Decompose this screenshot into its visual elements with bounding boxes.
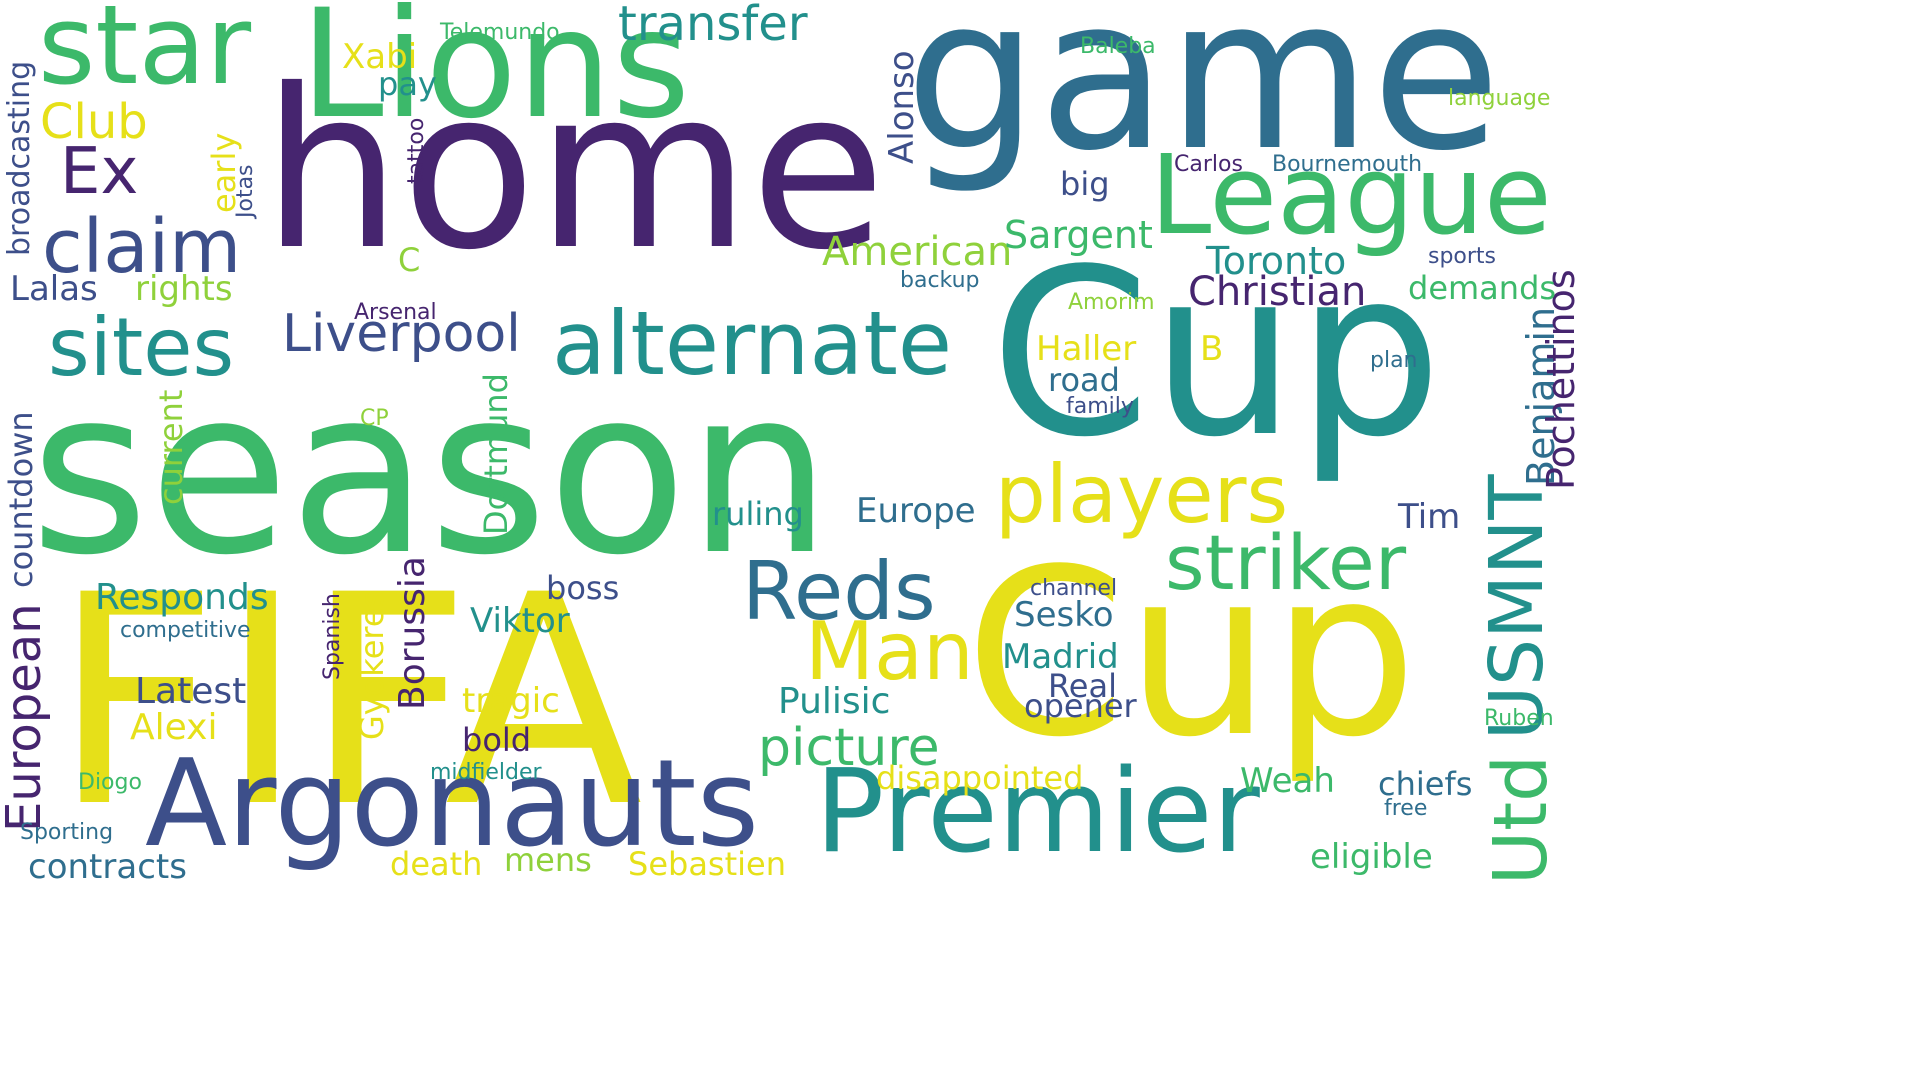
word: Alonso <box>882 50 922 164</box>
word: European <box>0 603 52 832</box>
word: Viktor <box>470 601 570 641</box>
word: midfielder <box>430 760 542 785</box>
word: Borussia <box>392 556 433 710</box>
word: Reds <box>742 545 936 638</box>
word: big <box>1060 165 1110 203</box>
word: B <box>1200 329 1224 369</box>
word: countdown <box>2 411 40 588</box>
word: Tim <box>1398 497 1461 537</box>
word: Haller <box>1036 329 1137 369</box>
word: opener <box>1024 687 1137 725</box>
word: Sargent <box>1004 213 1153 257</box>
word: chiefs <box>1378 765 1473 803</box>
word: Real <box>1048 667 1117 705</box>
word: CP <box>360 406 389 431</box>
word: death <box>390 845 483 883</box>
word: boss <box>546 569 620 607</box>
word: game <box>905 0 1501 197</box>
word: tattoo <box>404 117 429 184</box>
word: Pulisic <box>778 681 891 722</box>
word: current <box>152 389 190 505</box>
word: Liverpool <box>282 304 521 364</box>
word: picture <box>758 718 940 778</box>
word: Sesko <box>1014 595 1114 635</box>
word: Bournemouth <box>1272 152 1423 177</box>
word: Responds <box>95 577 269 618</box>
word: Europe <box>856 491 976 531</box>
word: Ex <box>60 135 139 209</box>
word: Spanish <box>320 593 345 680</box>
word: ruling <box>712 495 804 533</box>
word: bold <box>462 721 532 759</box>
word: Diogo <box>78 770 142 795</box>
word: free <box>1384 796 1428 821</box>
word: Arsenal <box>354 300 437 325</box>
word: Argonauts <box>145 735 760 874</box>
word: competitive <box>120 618 251 643</box>
word: Baleba <box>1080 34 1156 59</box>
word: transfer <box>618 0 808 52</box>
word: sports <box>1428 244 1497 269</box>
word: plan <box>1370 348 1418 373</box>
word: sites <box>48 301 235 394</box>
word: eligible <box>1310 837 1433 877</box>
word: Latest <box>135 671 247 712</box>
word: Club <box>40 94 148 150</box>
word: Weah <box>1240 761 1335 801</box>
word: Sporting <box>20 820 114 845</box>
word: C <box>398 241 421 279</box>
word: Toronto <box>1206 239 1347 283</box>
word: disappointed <box>876 759 1084 797</box>
word: pay <box>378 65 437 103</box>
word: Cup <box>990 221 1443 488</box>
word: Amorim <box>1068 290 1155 315</box>
word: Madrid <box>1002 637 1119 677</box>
word: Lions <box>300 0 691 152</box>
word: Jotas <box>233 164 258 218</box>
word: alternate <box>552 292 952 395</box>
word: Carlos <box>1174 152 1243 177</box>
word: Xabi <box>342 37 418 77</box>
word: mens <box>504 841 592 879</box>
word: language <box>1448 86 1551 111</box>
word: Ruben <box>1484 706 1554 731</box>
word: USMNT <box>1474 474 1560 740</box>
word: players <box>995 448 1289 541</box>
word: broadcasting <box>2 60 37 256</box>
word: home <box>262 42 886 298</box>
word: Christian <box>1188 269 1367 315</box>
word: American <box>822 229 1013 275</box>
word: Man <box>805 605 974 698</box>
word: demands <box>1408 269 1557 307</box>
word: Gyokeres <box>353 590 391 740</box>
word: Lalas <box>10 269 98 309</box>
word: family <box>1066 394 1134 419</box>
word: Cup <box>965 521 1418 788</box>
word: striker <box>1165 518 1407 607</box>
word: Dortmund <box>477 373 515 535</box>
word: League <box>1150 131 1552 259</box>
word: Alexi <box>130 707 218 748</box>
word: Telemundo <box>440 20 560 45</box>
word: claim <box>42 204 242 290</box>
word: Utd <box>1478 754 1564 885</box>
word: star <box>38 0 252 109</box>
word: tragic <box>462 681 560 721</box>
word: Sebastien <box>628 845 786 883</box>
word: season <box>30 339 832 605</box>
word: road <box>1048 361 1120 399</box>
word: FIFA <box>52 534 643 871</box>
word: channel <box>1030 576 1118 601</box>
word: rights <box>135 269 233 309</box>
word: Premier <box>815 745 1260 879</box>
word: backup <box>900 268 980 293</box>
word: contracts <box>28 847 187 887</box>
